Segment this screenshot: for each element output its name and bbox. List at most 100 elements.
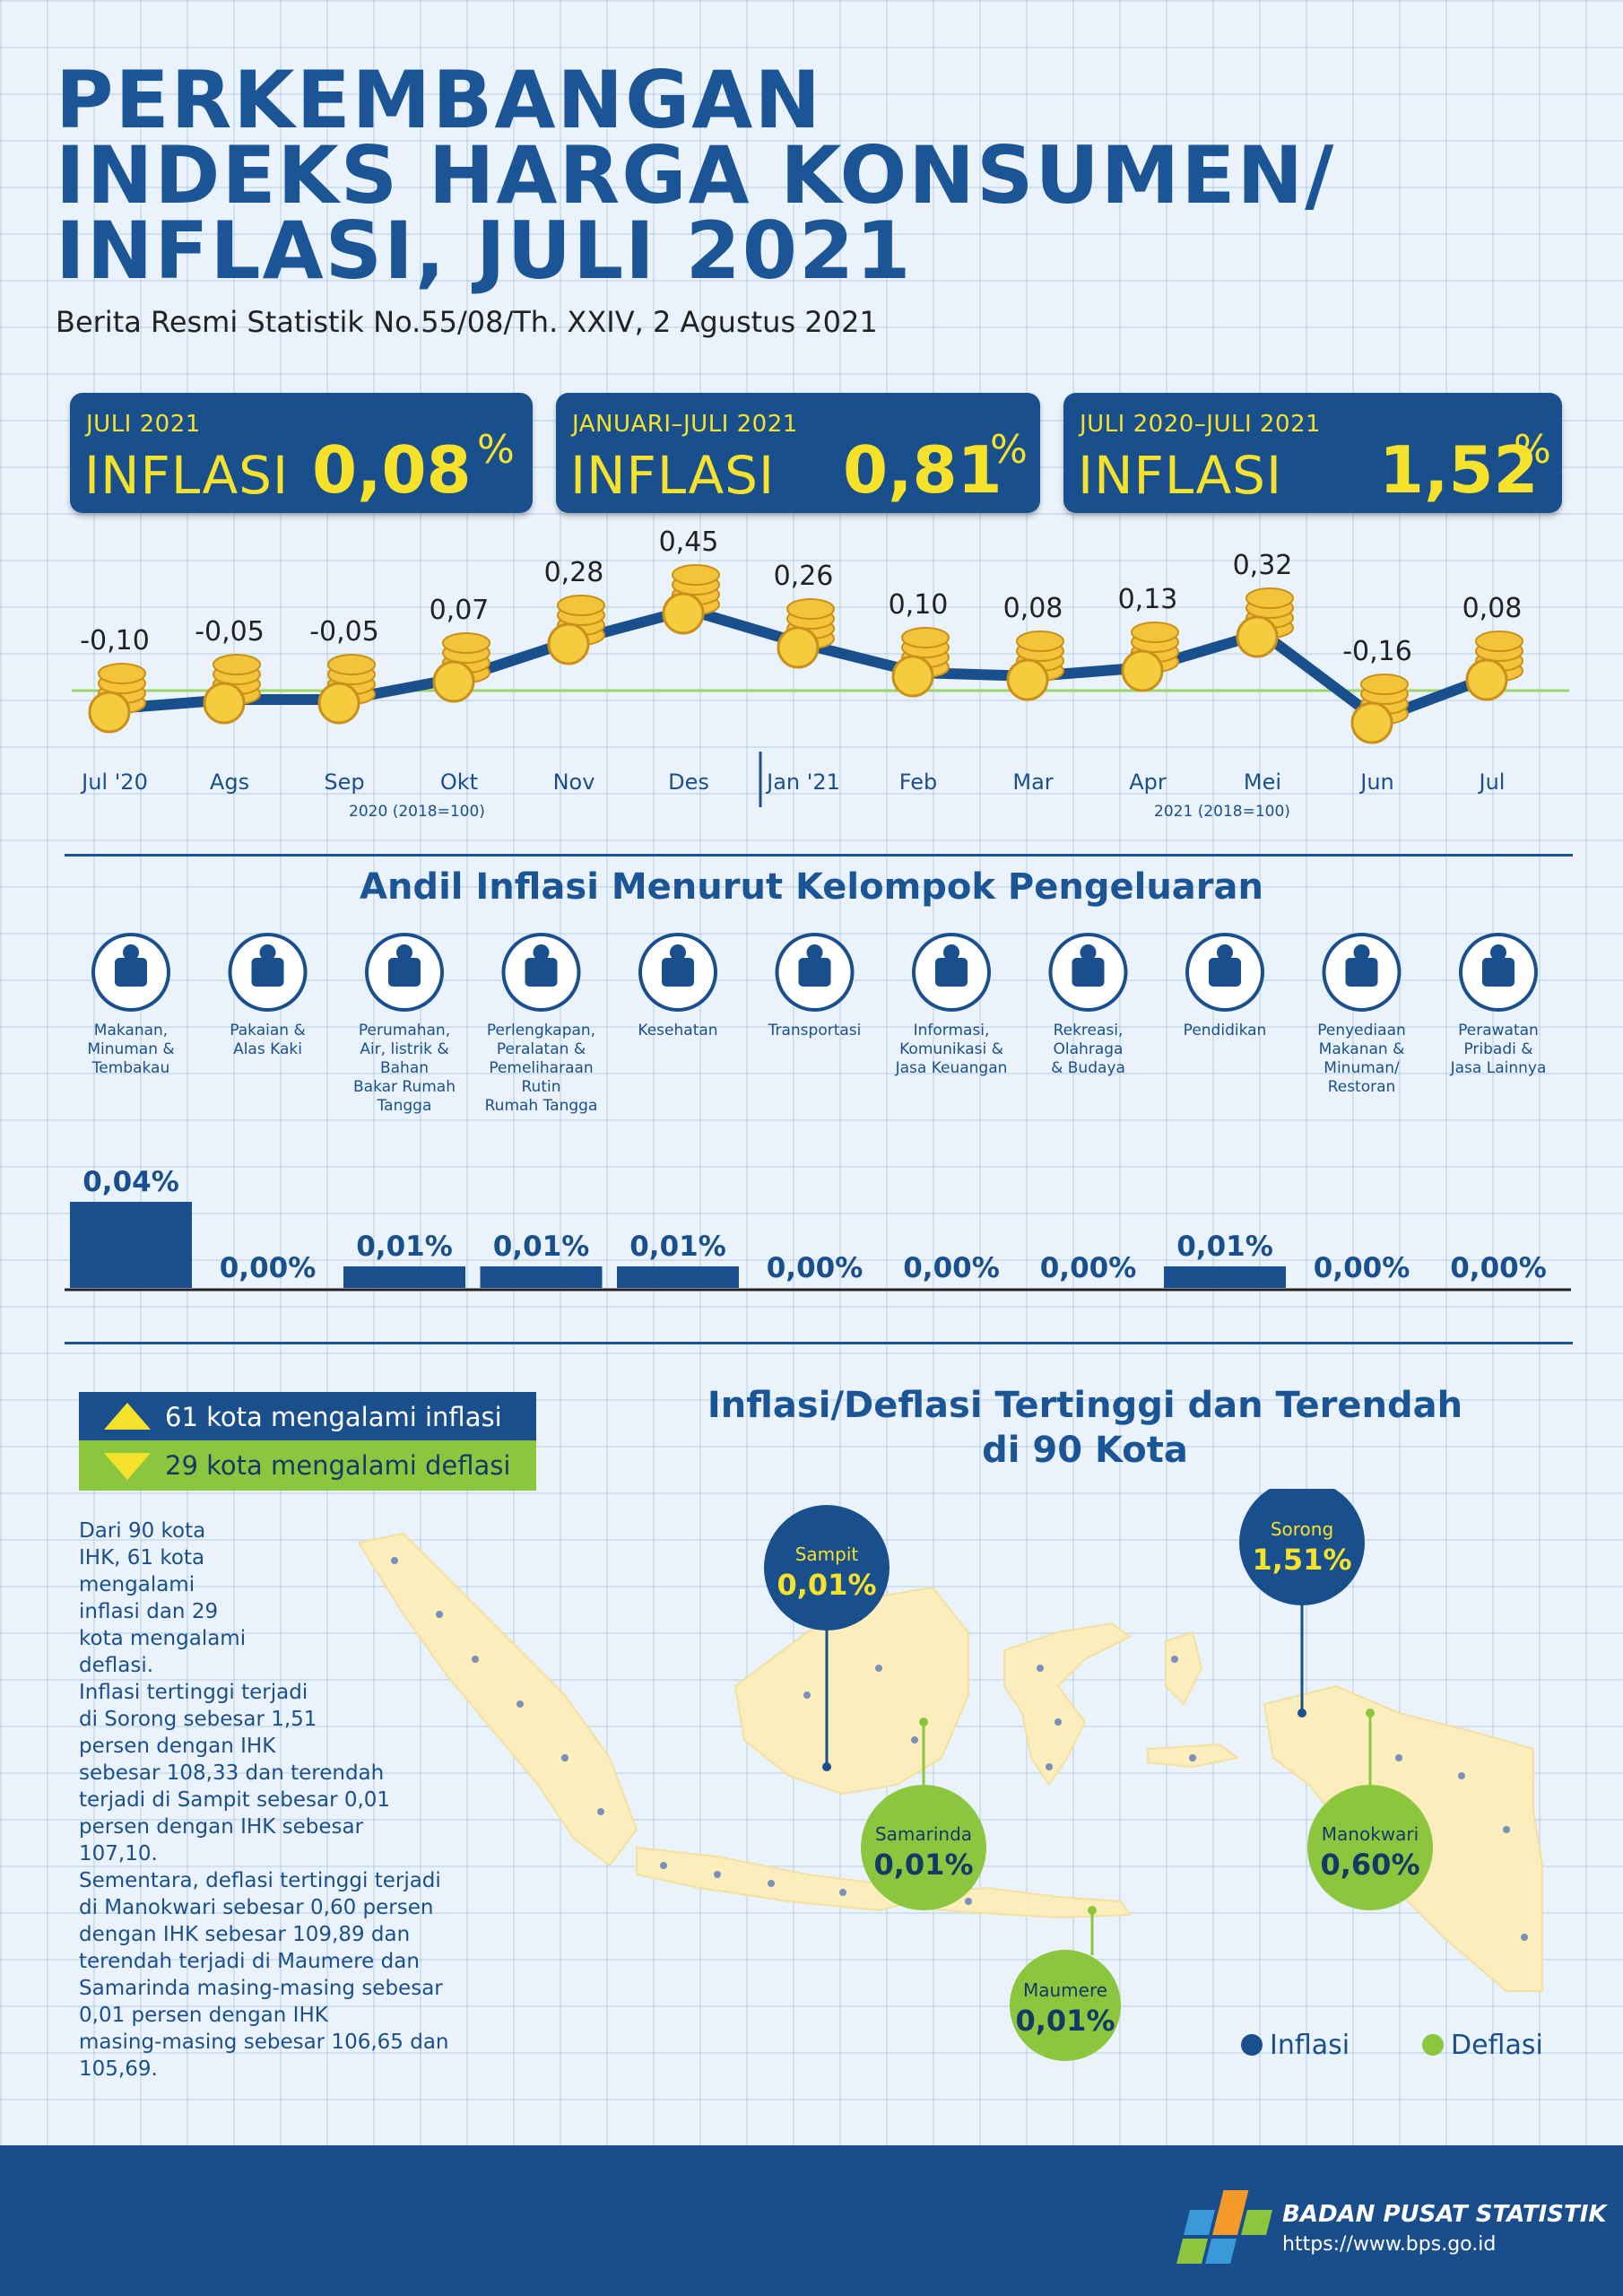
group-label: Rutin xyxy=(522,1078,561,1096)
description-line: terjadi di Sampit sebesar 0,01 xyxy=(79,1788,391,1812)
bps-logo-icon xyxy=(1176,2190,1273,2264)
month-label: Apr xyxy=(1129,770,1167,795)
maumere-pin xyxy=(1088,1906,1097,1915)
group-label: Transportasi xyxy=(768,1022,862,1039)
contribution-label: 0,01% xyxy=(629,1231,726,1263)
footer-url[interactable]: https://www.bps.go.id xyxy=(1282,2233,1497,2256)
triangle-up-icon xyxy=(104,1403,151,1430)
fast-food-icon xyxy=(1322,933,1402,1012)
description-line: 107,10. xyxy=(79,1842,158,1866)
callout-value: 0,01% xyxy=(1015,2004,1115,2038)
house-icon xyxy=(365,933,444,1012)
title-line-3: INFLASI, JULI 2021 xyxy=(56,204,913,297)
group-label: Jasa Keuangan xyxy=(895,1059,1008,1077)
city-description: Dari 90 kota IHK, 61 kota mengalami inflasi… xyxy=(79,1518,464,2083)
coin-stack-marker xyxy=(891,627,950,698)
coin-stack-marker xyxy=(1465,631,1523,701)
month-label: Jun xyxy=(1358,770,1394,795)
callout-value: 0,01% xyxy=(777,1568,876,1602)
city-dot xyxy=(597,1808,604,1815)
city-dot xyxy=(1395,1754,1402,1761)
group-label: Makanan, xyxy=(94,1022,168,1039)
section-divider-2 xyxy=(65,1342,1573,1344)
map-land xyxy=(357,1532,1543,1992)
groups-section-title: Andil Inflasi Menurut Kelompok Pengeluar… xyxy=(360,866,1263,908)
value-label: 0,32 xyxy=(1233,550,1293,581)
value-label: 0,26 xyxy=(774,561,834,592)
city-dot xyxy=(1521,1934,1528,1941)
grocery-bag-icon xyxy=(91,933,170,1012)
power-plug-icon xyxy=(501,933,581,1012)
group-label: Restoran xyxy=(1328,1078,1396,1096)
group-label: Minuman & xyxy=(87,1040,174,1058)
description-line: sebesar 108,33 dan terendah xyxy=(79,1761,385,1785)
coin-stack-marker xyxy=(662,564,720,635)
graduation-cap-icon xyxy=(1185,933,1264,1012)
stat-unit: % xyxy=(477,427,515,473)
title-line-2: INDEKS HARGA KONSUMEN/ xyxy=(56,129,1336,222)
stat-period: JANUARI–JULI 2021 xyxy=(572,411,798,438)
group-label: Alas Kaki xyxy=(233,1040,302,1058)
island-nusa-tenggara xyxy=(923,1886,1132,1919)
coin-stack-marker xyxy=(203,654,261,725)
group-label: Bahan xyxy=(380,1059,429,1077)
stat-label: INFLASI xyxy=(84,445,290,506)
value-label: -0,10 xyxy=(80,625,150,657)
contribution-bar xyxy=(70,1202,192,1288)
stat-label: INFLASI xyxy=(570,445,776,506)
group-label: Perumahan, xyxy=(359,1022,450,1039)
value-label: 0,13 xyxy=(1118,584,1178,615)
description-line: kota mengalami xyxy=(79,1627,247,1650)
group-label: Rekreasi, xyxy=(1054,1022,1124,1039)
group-label: Rumah Tangga xyxy=(485,1097,598,1115)
callout-value: 1,51% xyxy=(1252,1543,1351,1577)
stat-card-yoy: JULI 2020–JULI 2021 INFLASI 1,52 % xyxy=(1063,393,1562,513)
group-label: Peralatan & xyxy=(497,1040,586,1058)
group-label: Air, listrik & xyxy=(360,1040,448,1058)
island-sulawesi xyxy=(1003,1622,1132,1787)
contribution-label: 0,00% xyxy=(1450,1252,1547,1284)
description-line: dengan IHK sebesar 109,89 dan xyxy=(79,1923,411,1946)
month-label: Jan '21 xyxy=(765,770,840,795)
callout-city: Sorong xyxy=(1271,1518,1333,1540)
legend-inflasi-text: 61 kota mengalami inflasi xyxy=(165,1402,502,1432)
group-label: Informasi, xyxy=(914,1022,990,1039)
callout-city: Manokwari xyxy=(1322,1823,1419,1845)
smartphone-icon xyxy=(912,933,991,1012)
group-label: Perawatan xyxy=(1458,1022,1539,1039)
month-label: Sep xyxy=(324,770,364,795)
value-label: 0,28 xyxy=(544,557,604,588)
coin-stack-marker xyxy=(777,598,835,669)
coin-stack-marker xyxy=(1236,587,1294,658)
city-dot xyxy=(1171,1656,1178,1663)
sorong-pin xyxy=(1298,1709,1306,1718)
legend-inflasi-dot xyxy=(1241,2034,1263,2056)
group-icons xyxy=(91,933,1538,1012)
group-label: Perlengkapan, xyxy=(487,1022,595,1039)
monthly-inflation-chart: -0,10 -0,05 -0,05 0,07 0,28 0,45 0,26 0,10 0,08 0… xyxy=(72,526,1569,821)
month-label: Ags xyxy=(210,770,249,795)
group-label: Kesehatan xyxy=(638,1022,717,1039)
description-line: terendah terjadi di Maumere dan xyxy=(79,1950,420,1973)
legend-inflasi-box: 61 kota mengalami inflasi xyxy=(79,1392,536,1442)
stat-unit: % xyxy=(1514,427,1551,473)
city-dot xyxy=(660,1862,667,1869)
contribution-label: 0,00% xyxy=(903,1252,1000,1284)
group-label: Penyediaan xyxy=(1317,1022,1406,1039)
city-dot xyxy=(561,1754,568,1761)
callout-city: Samarinda xyxy=(875,1823,972,1845)
indonesia-map: Sampit 0,01% Samarinda 0,01% Sorong 1,51… xyxy=(357,1489,1543,2061)
contribution-label: 0,00% xyxy=(220,1252,317,1284)
legend-deflasi-dot xyxy=(1422,2034,1444,2056)
callout-manokwari: Manokwari 0,60% xyxy=(1307,1785,1433,1910)
group-label: & Budaya xyxy=(1051,1059,1125,1077)
city-dot xyxy=(714,1871,721,1878)
stat-value: 0,08 xyxy=(312,432,472,508)
legend-deflasi-box: 29 kota mengalami deflasi xyxy=(79,1440,536,1491)
contribution-bar xyxy=(1164,1266,1286,1288)
city-dot xyxy=(911,1736,918,1744)
map-title-line-1: Inflasi/Deflasi Tertinggi dan Terendah xyxy=(707,1385,1463,1426)
legend-deflasi-text: 29 kota mengalami deflasi xyxy=(165,1450,511,1481)
description-line: Inflasi tertinggi terjadi xyxy=(79,1681,308,1704)
city-dot xyxy=(1503,1826,1510,1833)
